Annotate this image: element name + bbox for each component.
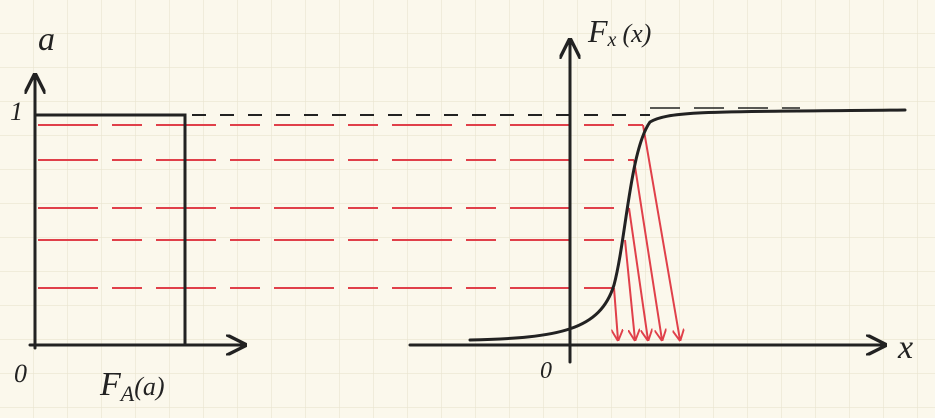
left-y-tick: 1	[10, 97, 23, 126]
projection-lines	[38, 124, 643, 289]
right-x-label: x	[897, 329, 913, 366]
right-y-label: Fx (x)	[587, 13, 651, 51]
uniform-cdf	[33, 113, 187, 347]
left-caption: FA(a)	[99, 366, 165, 406]
projection-arrows	[614, 124, 680, 340]
left-y-label: a	[38, 21, 55, 58]
left-origin: 0	[14, 359, 27, 388]
sigmoid-cdf	[468, 108, 907, 342]
right-origin: 0	[540, 358, 552, 384]
